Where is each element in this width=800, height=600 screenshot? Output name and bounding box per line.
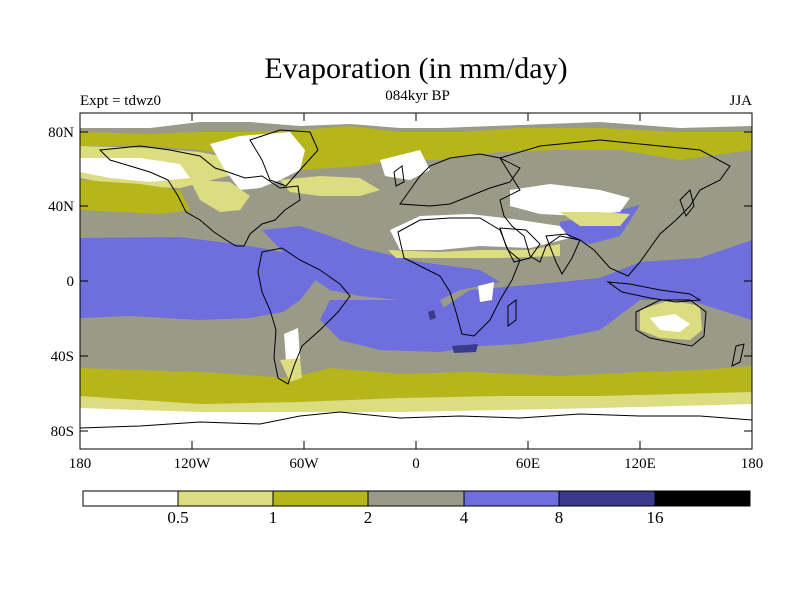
x-tick-label: 180 [69, 456, 92, 472]
field-sahara-low [388, 244, 560, 258]
field-asia-white [510, 184, 630, 216]
x-tick-label: 120E [624, 456, 656, 472]
legend-label: 16 [647, 508, 664, 527]
coast-europe [399, 153, 521, 207]
x-tick-label: 120W [174, 456, 212, 472]
field-southafrica-white [478, 282, 494, 302]
legend-swatch [367, 490, 465, 507]
field-asia-low [560, 212, 630, 226]
legend-label: 2 [364, 508, 373, 527]
y-tick-label: 40S [51, 349, 74, 365]
coast-arabia [499, 227, 541, 263]
x-tick-label: 0 [412, 456, 420, 472]
coast-uk [393, 165, 405, 187]
map-subtitle: 084kyr BP [385, 88, 450, 104]
legend-swatch [558, 490, 656, 507]
evaporation-field [80, 113, 752, 449]
legend-colorbar [82, 490, 751, 507]
coast-antarctica [80, 411, 752, 429]
field-high-atlantic [262, 226, 500, 300]
coast-indonesia [606, 281, 702, 303]
season-label: JJA [729, 93, 752, 109]
field-north-atlantic-lowyellow [280, 176, 380, 196]
field-patagonia-low [280, 358, 302, 382]
x-tick-label: 60E [516, 456, 540, 472]
legend-swatch [272, 490, 369, 507]
legend-swatch [82, 490, 179, 507]
field-greenland-white [210, 132, 305, 190]
y-ticks [80, 131, 752, 432]
x-ticks [79, 113, 753, 449]
coast-north-america [98, 145, 301, 247]
field-verylow-antarctic [80, 404, 752, 449]
field-midlow-pacific [80, 180, 190, 214]
coastlines [80, 129, 752, 429]
experiment-label: Expt = tdwz0 [80, 93, 161, 109]
field-very-high-patch [452, 344, 478, 353]
field-northamerica-yellow [190, 180, 250, 212]
x-tick-label: 60W [289, 456, 319, 472]
map-title: Evaporation (in mm/day) [264, 52, 568, 85]
legend-label: 1 [269, 508, 278, 527]
x-tick-label: 180 [741, 456, 764, 472]
y-tick-label: 80S [51, 424, 74, 440]
coast-africa [397, 217, 521, 337]
coast-new-zealand [731, 343, 745, 367]
legend-swatch [463, 490, 560, 507]
coast-japan [679, 189, 695, 217]
field-very-high-patch2 [428, 310, 436, 320]
field-verylow-north-pacific [80, 158, 190, 182]
coast-india [545, 233, 581, 276]
y-tick-label: 0 [67, 274, 75, 290]
coast-greenland [249, 129, 319, 187]
y-tick-label: 80N [48, 125, 74, 141]
legend-label: 4 [460, 508, 469, 527]
legend-label: 0.5 [167, 508, 188, 527]
coast-australia [635, 299, 707, 347]
field-high-band [80, 237, 330, 320]
field-australia-white [650, 314, 690, 332]
legend-swatch [654, 490, 751, 507]
field-europe-white [380, 150, 430, 180]
legend-label: 8 [555, 508, 564, 527]
coast-south-america [257, 247, 351, 385]
field-high-atlantic-south [320, 300, 450, 352]
coast-madagascar [507, 299, 517, 327]
y-tick-label: 40N [48, 199, 74, 215]
legend-swatch [177, 490, 274, 507]
